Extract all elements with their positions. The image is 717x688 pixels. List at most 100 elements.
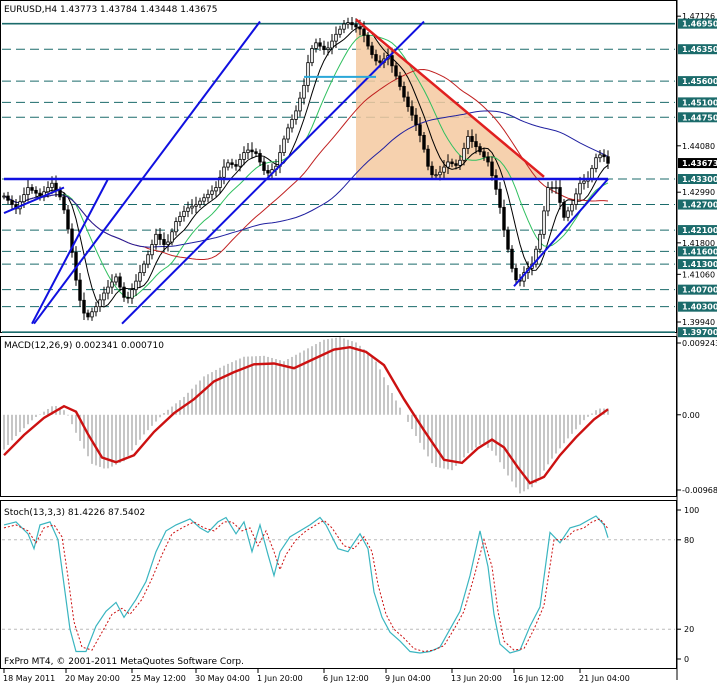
candle-body [306,62,310,86]
candle-body [322,45,326,51]
candle-body [198,200,202,205]
price-level-label: 1.46950 [682,20,717,29]
candle-body [502,206,506,231]
candle-body [58,189,62,198]
price-axis-label: 1.41060 [682,270,715,279]
candle-body [126,296,130,299]
price-level-box [678,199,717,210]
candle-body [466,136,470,149]
candle-body [118,276,122,288]
price-level-box [678,327,717,338]
candle-body [298,97,302,112]
moving-average-black [3,26,609,308]
candle-body [470,136,474,142]
price-level-box [678,246,717,257]
candle-body [162,239,166,245]
candle-body [442,166,446,173]
price-level-box [678,76,717,87]
date-axis-label: 21 Jun 04:00 [579,674,630,683]
candle-body [34,189,38,194]
candle-body [38,192,42,197]
candle-body [66,209,70,230]
price-level-label: 1.46350 [682,45,717,54]
candle-body [342,23,346,30]
candle-body [142,263,146,274]
candle-body [218,176,222,188]
price-axis-label: 1.47126 [682,12,715,21]
candle-body [602,154,606,158]
date-axis-label: 16 Jun 12:00 [513,674,564,683]
candle-body [114,276,118,283]
candle-body [206,193,210,199]
candle-body [578,182,582,195]
macd-panel[interactable] [0,336,677,497]
date-axis-label: 13 Jun 20:00 [451,674,502,683]
candle-body [50,182,54,188]
candle-body [178,216,182,222]
candle-body [358,26,362,30]
candle-body [390,55,394,67]
candle-body [546,187,550,212]
candle-body [374,54,378,62]
price-level-label: 1.39700 [682,328,717,337]
candle-body [338,28,342,35]
candle-body [254,151,258,154]
price-level-box [678,97,717,108]
candle-body [94,306,98,313]
trendline-blue [31,178,109,325]
candle-body [98,299,102,308]
candle-body [354,24,358,28]
macd-axis-label: 0.00 [682,411,700,420]
date-axis-label: 30 May 04:00 [195,674,250,683]
candle-body [10,199,14,205]
candle-body [422,134,426,150]
candle-body [294,110,298,120]
candle-body [210,190,214,195]
candle-body [82,299,86,314]
candle-body [482,151,486,158]
candle-body [562,202,566,218]
price-level-label: 1.45600 [682,77,717,86]
candle-body [570,204,574,212]
candle-body [506,229,510,250]
trendline-blue [121,20,425,325]
date-axis-label: 25 May 12:00 [131,674,186,683]
price-level-box [678,112,717,123]
stochastic-panel[interactable] [0,500,677,669]
candle-body [146,254,150,265]
price-level-box [678,259,717,270]
price-level-label: 1.42100 [682,226,717,235]
candle-body [170,231,174,243]
candle-body [394,65,398,77]
price-level-label: 1.45100 [682,98,717,107]
candle-body [498,188,502,208]
candle-body [102,292,106,301]
candle-body [86,312,90,318]
candle-body [222,166,226,178]
price-level-box [678,174,717,185]
candle-body [286,127,290,140]
date-axis-label: 6 Jun 12:00 [323,674,369,683]
price-level-box [678,44,717,55]
candle-body [398,75,402,87]
candle-body [598,154,602,159]
candle-body [370,45,374,55]
candle-body [130,289,134,299]
candle-body [494,175,498,190]
candle-body [362,28,366,36]
candle-body [478,146,482,153]
shaded-triangle-region [356,25,544,180]
candle-body [566,210,570,218]
main-chart-panel[interactable] [0,0,677,333]
candle-body [2,195,6,198]
price-axis-label: 1.42990 [682,188,715,197]
price-level-label: 1.42700 [682,201,717,210]
candle-body [46,187,50,193]
candle-body [110,281,114,288]
candle-body [194,204,198,207]
candle-body [54,182,58,191]
macd-signal-line [3,345,609,485]
candle-body [22,194,26,203]
